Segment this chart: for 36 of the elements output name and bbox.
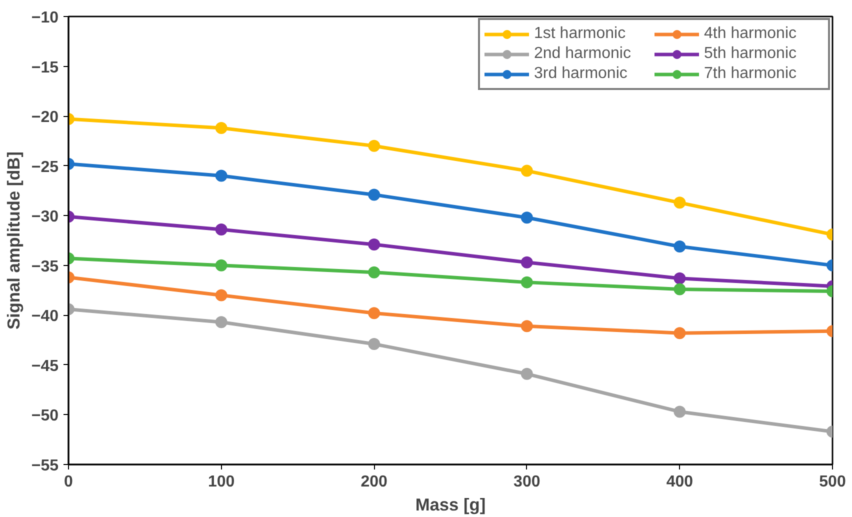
point [520,256,533,268]
y-tick-label: −10 [31,10,59,26]
x-tick-label: 400 [666,474,694,490]
point [368,266,380,278]
point [368,188,380,201]
legend-label: 2nd harmonic [534,45,632,63]
y-tick-label: −15 [31,59,59,76]
y-axis-title: Signal amplitude [dB] [3,151,24,330]
point [368,338,380,350]
y-tick-label: −25 [31,158,59,176]
y-tick-label: −40 [31,308,59,326]
x-axis-title: Mass [g] [415,494,486,514]
x-tick-label: 100 [208,474,235,490]
point [368,140,380,152]
legend-label: 7th harmonic [704,65,798,83]
legend-label: 4th harmonic [704,25,798,43]
point [368,238,380,250]
y-tick-label: −50 [31,408,59,425]
x-tick-label: 500 [819,474,846,490]
legend-label: 3rd harmonic [534,65,628,83]
y-tick-label: −20 [31,109,59,126]
point [520,212,533,224]
point [368,307,380,320]
point [520,164,533,177]
legend-label: 1st harmonic [534,25,627,43]
x-tick-label: 200 [360,474,388,490]
legend-label: 5th harmonic [704,45,798,63]
point [520,276,533,288]
y-tick-label: −55 [31,458,59,474]
y-tick-label: −30 [31,208,59,226]
y-tick-label: −35 [31,258,59,276]
x-tick-label: 300 [514,474,540,490]
point [520,368,533,380]
y-tick-label: −45 [31,358,59,375]
point [520,320,533,332]
x-tick-label: 0 [64,474,74,490]
